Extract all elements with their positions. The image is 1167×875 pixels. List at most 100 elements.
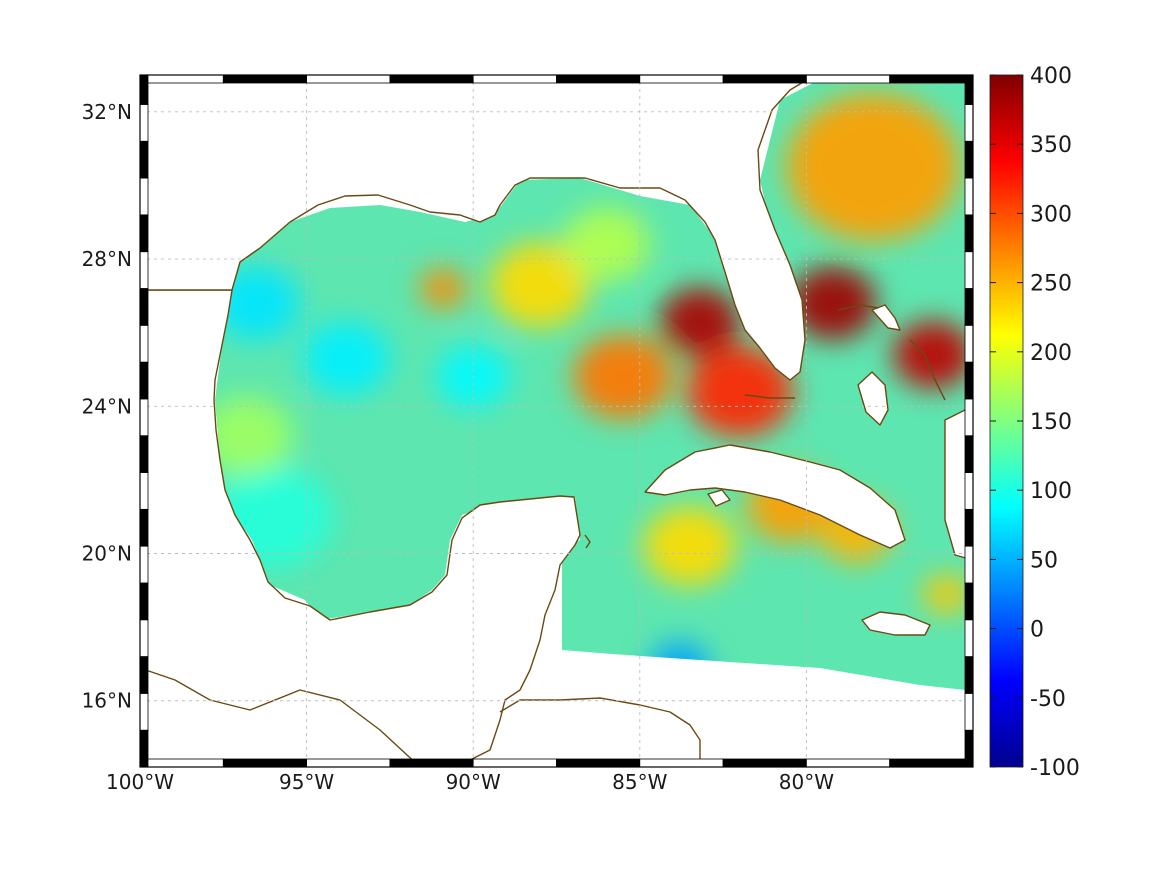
frame-segment (964, 251, 974, 289)
frame-segment (139, 545, 149, 584)
frame-segment (139, 619, 149, 657)
field-region-10 (643, 506, 737, 586)
land-abaco (871, 304, 901, 331)
coastlines (140, 75, 973, 767)
frame-segment (964, 74, 974, 105)
frame-segment (964, 729, 974, 768)
colorbar-ticks: 400 350 300 250 200 150 100 50 0 -50 -100 (990, 64, 1080, 781)
frame-segment (139, 729, 149, 768)
colorbar-tick-label: -100 (1030, 756, 1080, 781)
frame-segment (139, 758, 224, 768)
lon-tick-label: 95°W (279, 770, 334, 794)
frame-segment (139, 104, 149, 142)
frame-segment (556, 74, 641, 84)
frame-segment (964, 214, 974, 253)
frame-segment (964, 140, 974, 179)
land-grand-bahama (837, 304, 879, 311)
frame-segment (139, 288, 149, 326)
coast-cozumel (584, 534, 591, 549)
longitude-tick-labels: 100°W 95°W 90°W 85°W 80°W (106, 770, 834, 794)
frame-segment (139, 251, 149, 289)
frame-segment (964, 619, 974, 657)
frame-segment (964, 177, 974, 216)
field-region-5 (573, 334, 674, 420)
field-region-3 (786, 93, 960, 241)
frame-segment (639, 74, 724, 84)
lon-tick-label: 85°W (612, 770, 667, 794)
land-andros (857, 371, 889, 426)
lat-tick-label: 16°N (82, 689, 132, 713)
colorbar-tick-label: 100 (1030, 479, 1072, 504)
frame-segment (722, 758, 807, 768)
land-cuba (644, 444, 906, 549)
frame-segment (964, 361, 974, 400)
frame-segment (306, 74, 391, 84)
frame-segment (139, 74, 224, 84)
colorbar-tick-label: 50 (1030, 548, 1058, 573)
frame-segment (139, 472, 149, 510)
frame-segment (806, 74, 891, 84)
frame-segment (389, 74, 474, 84)
coast-florida-keys (744, 394, 795, 399)
field-region-2 (893, 320, 965, 389)
lat-tick-label: 20°N (82, 542, 132, 566)
field-region-17 (215, 396, 294, 476)
frame-segment (139, 214, 149, 253)
frame-segment (139, 324, 149, 363)
frame-segment (472, 758, 557, 768)
frame-segment (964, 656, 974, 694)
coast-central-america (140, 667, 421, 767)
frame-segment (472, 74, 557, 84)
frame-segment (722, 74, 807, 84)
latitude-tick-labels: 32°N 28°N 24°N 20°N 16°N (82, 100, 132, 713)
frame-segment (139, 74, 149, 105)
frame-segment (139, 361, 149, 400)
frame-segment (556, 758, 641, 768)
colorbar-tick-label: 150 (1030, 410, 1072, 435)
frame-segment (139, 582, 149, 621)
frame-segment (964, 508, 974, 547)
lon-tick-label: 100°W (106, 770, 174, 794)
frame-segment (964, 472, 974, 510)
frame-segment (389, 758, 474, 768)
colorbar: 400 350 300 250 200 150 100 50 0 -50 -100 (989, 64, 1080, 781)
colorbar-tick-label: 300 (1030, 202, 1072, 227)
frame-segment (964, 398, 974, 437)
frame-segment (889, 758, 974, 768)
field-region-12 (215, 266, 300, 341)
frame-segment (964, 104, 974, 142)
colorbar-tick-label: -50 (1030, 687, 1066, 712)
frame-segment (139, 177, 149, 216)
frame-segment (964, 692, 974, 731)
field-region-0 (659, 287, 740, 356)
lat-tick-label: 32°N (82, 100, 132, 124)
colorbar-tick-label: 400 (1030, 64, 1072, 89)
lat-tick-label: 28°N (82, 247, 132, 271)
frame-segment (806, 758, 891, 768)
frame-segment (139, 692, 149, 731)
field-region-13 (303, 321, 390, 396)
frame-segment (306, 758, 391, 768)
field-region-7 (419, 268, 467, 309)
lon-tick-label: 90°W (446, 770, 501, 794)
gridlines (140, 75, 973, 767)
frame-segment (889, 74, 974, 84)
field-region-1 (789, 266, 877, 341)
field-region-4 (686, 346, 794, 437)
frame-segment (964, 435, 974, 473)
frame-segment (139, 140, 149, 179)
frame-segment (964, 324, 974, 363)
colorbar-tick-label: 250 (1030, 272, 1072, 297)
land-jamaica (861, 611, 931, 636)
colorbar-tick-label: 350 (1030, 133, 1072, 158)
lat-tick-label: 24°N (82, 394, 132, 418)
field-region-11 (923, 574, 965, 614)
lon-tick-label: 80°W (779, 770, 834, 794)
land-usa (140, 75, 816, 381)
land-eleuthera (909, 339, 946, 401)
frame-segment (222, 74, 308, 84)
frame-segment (139, 435, 149, 473)
frame-segment (964, 545, 974, 584)
field-region-18 (563, 207, 650, 282)
frame-segment (139, 508, 149, 547)
